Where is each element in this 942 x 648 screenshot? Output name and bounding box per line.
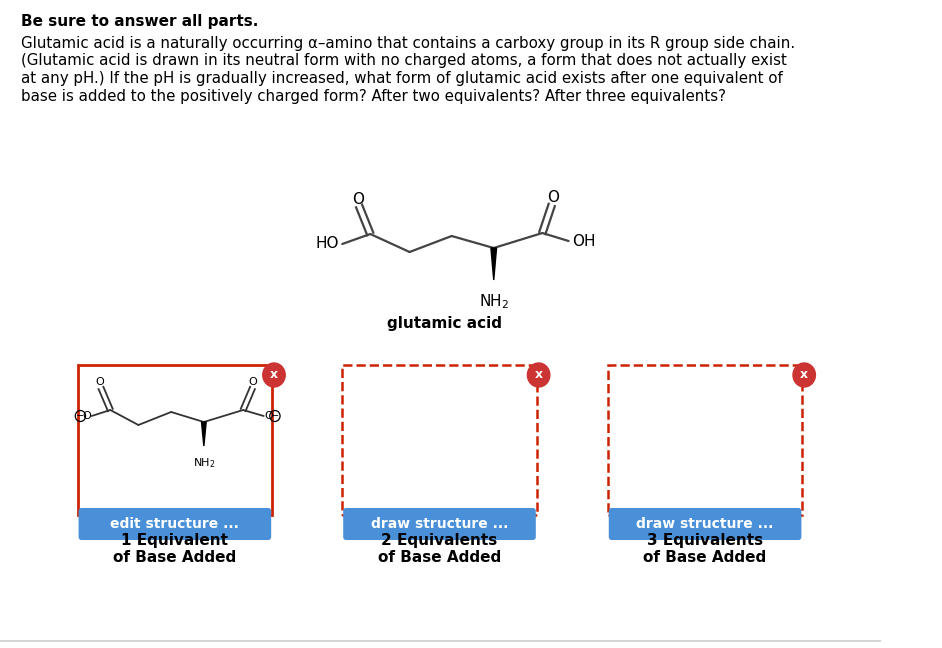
Text: (Glutamic acid is drawn in its neutral form with no charged atoms, a form that d: (Glutamic acid is drawn in its neutral f… bbox=[21, 54, 787, 69]
Text: 3 Equivalents: 3 Equivalents bbox=[647, 533, 763, 548]
Text: NH$_2$: NH$_2$ bbox=[479, 292, 509, 310]
Bar bbox=[608, 365, 803, 515]
Text: at any pH.) If the pH is gradually increased, what form of glutamic acid exists : at any pH.) If the pH is gradually incre… bbox=[21, 71, 783, 86]
Text: −: − bbox=[76, 411, 85, 421]
Bar bbox=[77, 365, 272, 515]
Text: draw structure ...: draw structure ... bbox=[637, 517, 773, 531]
Polygon shape bbox=[202, 422, 206, 446]
Text: O: O bbox=[248, 377, 257, 387]
Text: Glutamic acid is a naturally occurring α–amino that contains a carboxy group in : Glutamic acid is a naturally occurring α… bbox=[21, 36, 795, 51]
Circle shape bbox=[528, 363, 550, 387]
Text: x: x bbox=[800, 369, 808, 382]
Text: x: x bbox=[270, 369, 278, 382]
Text: O: O bbox=[352, 192, 365, 207]
Text: of Base Added: of Base Added bbox=[643, 550, 767, 565]
FancyBboxPatch shape bbox=[78, 508, 271, 540]
Text: O: O bbox=[82, 411, 90, 421]
Circle shape bbox=[263, 363, 285, 387]
Bar bbox=[342, 365, 537, 515]
Polygon shape bbox=[491, 248, 496, 280]
Text: of Base Added: of Base Added bbox=[378, 550, 501, 565]
Text: base is added to the positively charged form? After two equivalents? After three: base is added to the positively charged … bbox=[21, 89, 725, 104]
Text: of Base Added: of Base Added bbox=[113, 550, 236, 565]
Text: −: − bbox=[271, 411, 279, 421]
Text: edit structure ...: edit structure ... bbox=[110, 517, 239, 531]
FancyBboxPatch shape bbox=[609, 508, 802, 540]
Text: x: x bbox=[534, 369, 543, 382]
Text: NH$_2$: NH$_2$ bbox=[192, 456, 215, 470]
Text: O: O bbox=[546, 191, 559, 205]
FancyBboxPatch shape bbox=[343, 508, 536, 540]
Text: glutamic acid: glutamic acid bbox=[386, 316, 502, 331]
Text: O: O bbox=[265, 411, 273, 421]
Text: 1 Equivalent: 1 Equivalent bbox=[122, 533, 228, 548]
Text: OH: OH bbox=[573, 233, 595, 248]
Text: O: O bbox=[96, 377, 105, 387]
Text: draw structure ...: draw structure ... bbox=[371, 517, 508, 531]
Circle shape bbox=[793, 363, 816, 387]
Text: HO: HO bbox=[315, 237, 338, 251]
Text: 2 Equivalents: 2 Equivalents bbox=[382, 533, 497, 548]
Text: Be sure to answer all parts.: Be sure to answer all parts. bbox=[21, 14, 258, 29]
